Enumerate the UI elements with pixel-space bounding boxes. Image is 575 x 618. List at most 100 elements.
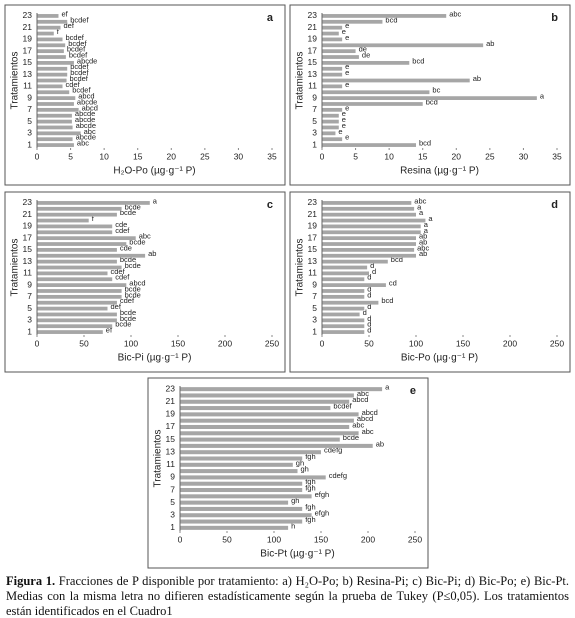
bar (322, 143, 416, 147)
bar (37, 224, 113, 229)
bar (322, 137, 343, 142)
bar-letter: e (338, 127, 342, 136)
bar-letter: gh (291, 496, 299, 505)
y-tick-label: 23 (308, 197, 318, 207)
panel-label: b (551, 12, 558, 24)
bar (322, 66, 343, 71)
bar (37, 324, 113, 329)
x-tick-label: 5 (68, 151, 73, 161)
bar-letter: bcd (391, 255, 403, 264)
y-tick-label: 5 (27, 116, 32, 126)
bar (322, 277, 365, 282)
bar (37, 230, 113, 235)
bar-letter: d (367, 273, 371, 282)
bar (37, 253, 146, 258)
bar-letter: bcde (343, 433, 359, 442)
bar-letter: d (363, 308, 367, 317)
bar (322, 289, 365, 293)
bar (37, 259, 117, 264)
bar (37, 330, 103, 334)
bar (37, 61, 74, 65)
bar-letter: e (345, 133, 349, 142)
bar (37, 37, 63, 42)
x-tick-label: 150 (171, 338, 185, 348)
bar-letter: d (370, 261, 374, 270)
bar-letter: abcde (77, 97, 97, 106)
bar-letter: bc (432, 86, 440, 95)
x-axis-label: Bic-Pi (µg·g⁻¹ P) (118, 353, 192, 364)
caption-label: Figura 1. (6, 574, 56, 588)
x-tick-label: 200 (218, 338, 232, 348)
y-tick-label: 7 (170, 484, 175, 494)
bar-letter: a (385, 383, 390, 392)
bar (180, 450, 321, 455)
x-tick-label: 15 (133, 151, 143, 161)
y-tick-label: 17 (308, 45, 318, 55)
bar-letter: cdef (120, 296, 135, 305)
bar (322, 119, 339, 124)
bar (322, 206, 415, 211)
y-tick-label: 21 (23, 209, 33, 219)
bar (322, 125, 339, 130)
bar (322, 55, 359, 59)
bar (37, 66, 68, 71)
y-tick-label: 15 (308, 244, 318, 254)
bar (180, 412, 359, 417)
x-axis-label: H₂O-Po (µg·g⁻¹ P) (113, 166, 195, 177)
bar (322, 113, 339, 118)
bar-letter: e (345, 62, 349, 71)
x-tick-label: 200 (503, 338, 517, 348)
bar (37, 119, 72, 124)
y-tick-label: 17 (23, 232, 33, 242)
x-tick-label: 250 (265, 338, 279, 348)
bar-letter: fgh (305, 484, 315, 493)
bar (322, 90, 430, 95)
y-tick-label: 5 (27, 303, 32, 313)
bar (322, 324, 365, 329)
bar-letter: a (424, 220, 429, 229)
bar (37, 113, 72, 118)
bar (37, 43, 66, 48)
bar (322, 43, 484, 48)
x-tick-label: 0 (35, 338, 40, 348)
bar (180, 424, 350, 429)
bar (37, 102, 74, 106)
x-tick-label: 20 (452, 151, 462, 161)
x-tick-label: 0 (320, 151, 325, 161)
bar-letter: e (345, 21, 349, 30)
bar-letter: abc (417, 243, 429, 252)
bar (322, 212, 416, 217)
bar (180, 469, 298, 474)
bar (37, 31, 54, 36)
bar (322, 224, 421, 229)
bar-letter: abcd (362, 408, 378, 417)
y-tick-label: 1 (312, 139, 317, 149)
bar (180, 387, 383, 392)
x-tick-label: 50 (364, 338, 374, 348)
bar (322, 131, 336, 136)
bar (322, 19, 383, 24)
bar (322, 312, 360, 317)
bar-letter: bcde (120, 314, 136, 323)
y-axis-label: Tratamientos (153, 430, 164, 488)
bar (180, 494, 312, 499)
bar-letter: cde (115, 220, 127, 229)
bar-letter: abc (357, 389, 369, 398)
bar-letter: e (345, 33, 349, 42)
y-tick-label: 11 (308, 81, 317, 91)
bar-letter: efgh (315, 490, 330, 499)
bar-letter: bcdef (72, 86, 91, 95)
bar-letter: e (345, 80, 349, 89)
bar (322, 107, 343, 112)
y-tick-label: 5 (312, 303, 317, 313)
y-axis-label: Tratamientos (10, 52, 21, 110)
y-tick-label: 15 (23, 57, 33, 67)
bar (37, 283, 127, 287)
bar-letter: abcd (352, 395, 368, 404)
bar-letter: bcd (412, 56, 424, 65)
bar-letter: fgh (305, 502, 315, 511)
bar (37, 107, 79, 112)
bar (37, 218, 89, 223)
bar (322, 218, 426, 223)
bar (37, 277, 113, 282)
